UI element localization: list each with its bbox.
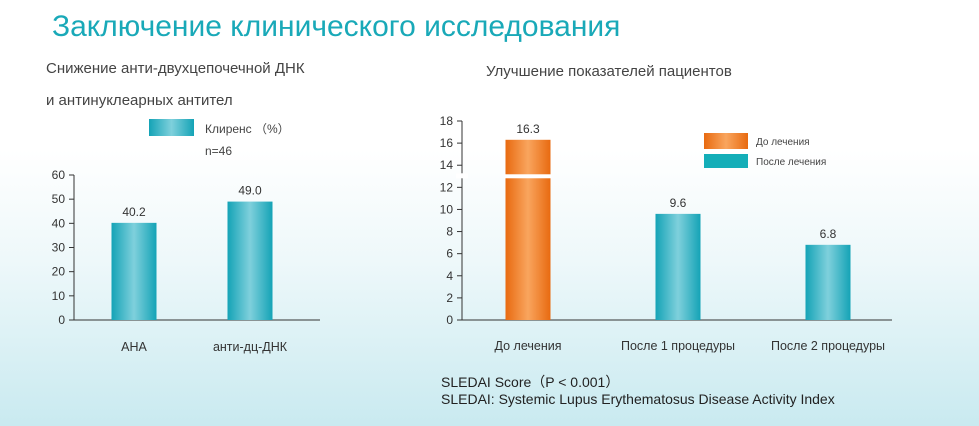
right-legend-label-before: До лечения: [756, 137, 810, 148]
bar: [805, 244, 851, 320]
bar-break: [504, 174, 552, 179]
right-chart-subtitle: Улучшение показателей пациентов: [486, 63, 732, 80]
y-tick-label: 8: [446, 225, 453, 239]
right-bar-chart: 0 2 4 6 8 10 12 14 16 18 16.3 До лечения 9.6 После 1…: [440, 114, 892, 353]
bar-value-label: 40.2: [122, 205, 146, 219]
left-chart-subtitle-line1: Снижение анти-двухцепочечной ДНК: [46, 60, 305, 77]
y-tick-label: 18: [440, 114, 454, 128]
y-tick-label: 12: [440, 180, 454, 194]
right-legend-swatch-after: [704, 154, 748, 168]
y-tick-label: 2: [446, 291, 453, 305]
y-tick-label: 14: [440, 158, 454, 172]
category-label: анти-дц-ДНК: [213, 340, 288, 354]
footnote-definition: SLEDAI: Systemic Lupus Erythematosus Dis…: [441, 391, 835, 407]
right-legend-label-after: После лечения: [756, 157, 826, 168]
left-legend-label: Клиренс （%）: [205, 122, 290, 136]
bar-value-label: 9.6: [670, 196, 687, 210]
bar: [227, 201, 273, 320]
category-label: После 2 процедуры: [771, 339, 885, 353]
y-tick-label: 0: [58, 313, 65, 327]
y-tick-label: 6: [446, 247, 453, 261]
bar: [111, 222, 157, 320]
y-tick-label: 10: [440, 202, 454, 216]
y-tick-label: 4: [446, 269, 453, 283]
bar-value-label: 6.8: [820, 227, 837, 241]
y-tick-label: 20: [52, 265, 66, 279]
y-tick-label: 60: [52, 168, 66, 182]
bar-value-label: 49.0: [238, 184, 262, 198]
y-tick-label: 0: [446, 313, 453, 327]
page-title: Заключение клинического исследования: [52, 10, 621, 43]
bar: [655, 213, 701, 320]
category-label: АНА: [121, 340, 147, 354]
y-tick-label: 10: [52, 289, 66, 303]
left-chart-subtitle-line2: и антинуклеарных антител: [46, 92, 233, 109]
footnote-score: SLEDAI Score（P < 0.001）: [441, 374, 620, 390]
y-tick-label: 16: [440, 136, 454, 150]
category-label: До лечения: [495, 339, 562, 353]
y-tick-label: 50: [52, 192, 66, 206]
y-tick-label: 30: [52, 241, 66, 255]
axis-break: [456, 173, 468, 179]
left-legend-note: n=46: [205, 144, 232, 158]
y-tick-label: 40: [52, 216, 66, 230]
category-label: После 1 процедуры: [621, 339, 735, 353]
left-legend-swatch: [149, 119, 194, 136]
left-bar-chart: 0 10 20 30 40 50 60 40.2 АНА 49.0 анти-дц-ДНК Кли…: [52, 119, 320, 354]
bar-value-label: 16.3: [516, 122, 540, 136]
bar: [505, 139, 551, 320]
right-legend-swatch-before: [704, 133, 748, 149]
